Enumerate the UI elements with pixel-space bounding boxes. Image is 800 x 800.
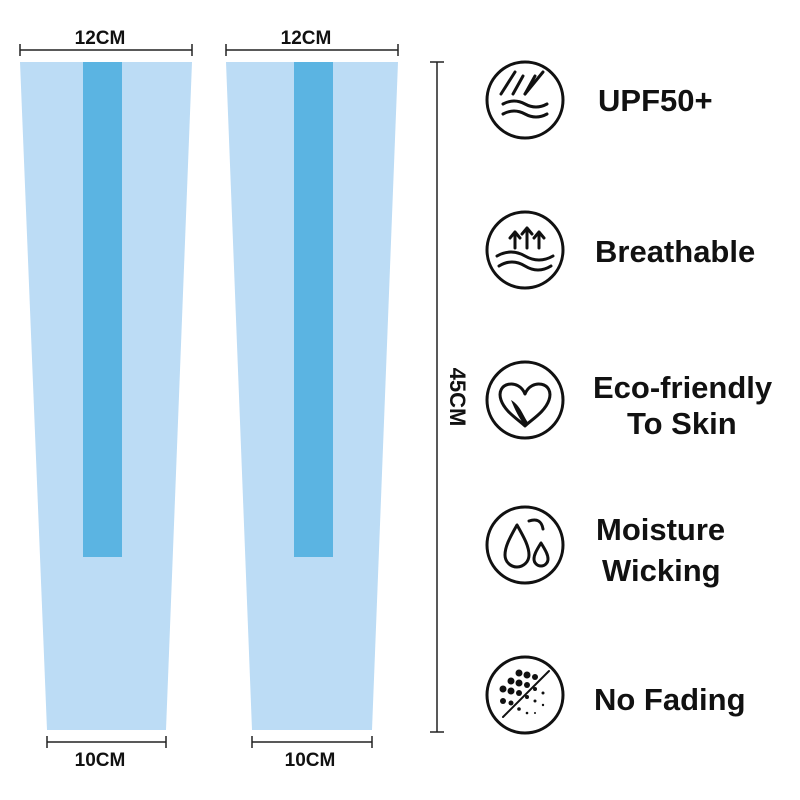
length-label: 45CM [445, 368, 470, 427]
icon-breathable [485, 210, 565, 290]
icon-eco [485, 360, 565, 440]
dimension-line [19, 44, 444, 748]
width-label: 12CM [281, 28, 332, 49]
icon-upf [485, 60, 565, 140]
width-label: 12CM [75, 28, 126, 49]
sleeve-stripe [294, 62, 333, 557]
sleeve-stripe [83, 62, 122, 557]
feature-label: No Fading [594, 682, 746, 717]
feature-label: To Skin [627, 406, 737, 441]
feature-label: Wicking [602, 553, 721, 588]
icon-no-fading [485, 655, 565, 735]
width-label: 10CM [285, 750, 336, 771]
feature-label: Moisture [596, 512, 725, 547]
feature-label: UPF50+ [598, 83, 713, 118]
width-label: 10CM [75, 750, 126, 771]
feature-label: Breathable [595, 234, 755, 269]
icon-moisture [485, 505, 565, 585]
feature-label: Eco-friendly [593, 370, 773, 405]
